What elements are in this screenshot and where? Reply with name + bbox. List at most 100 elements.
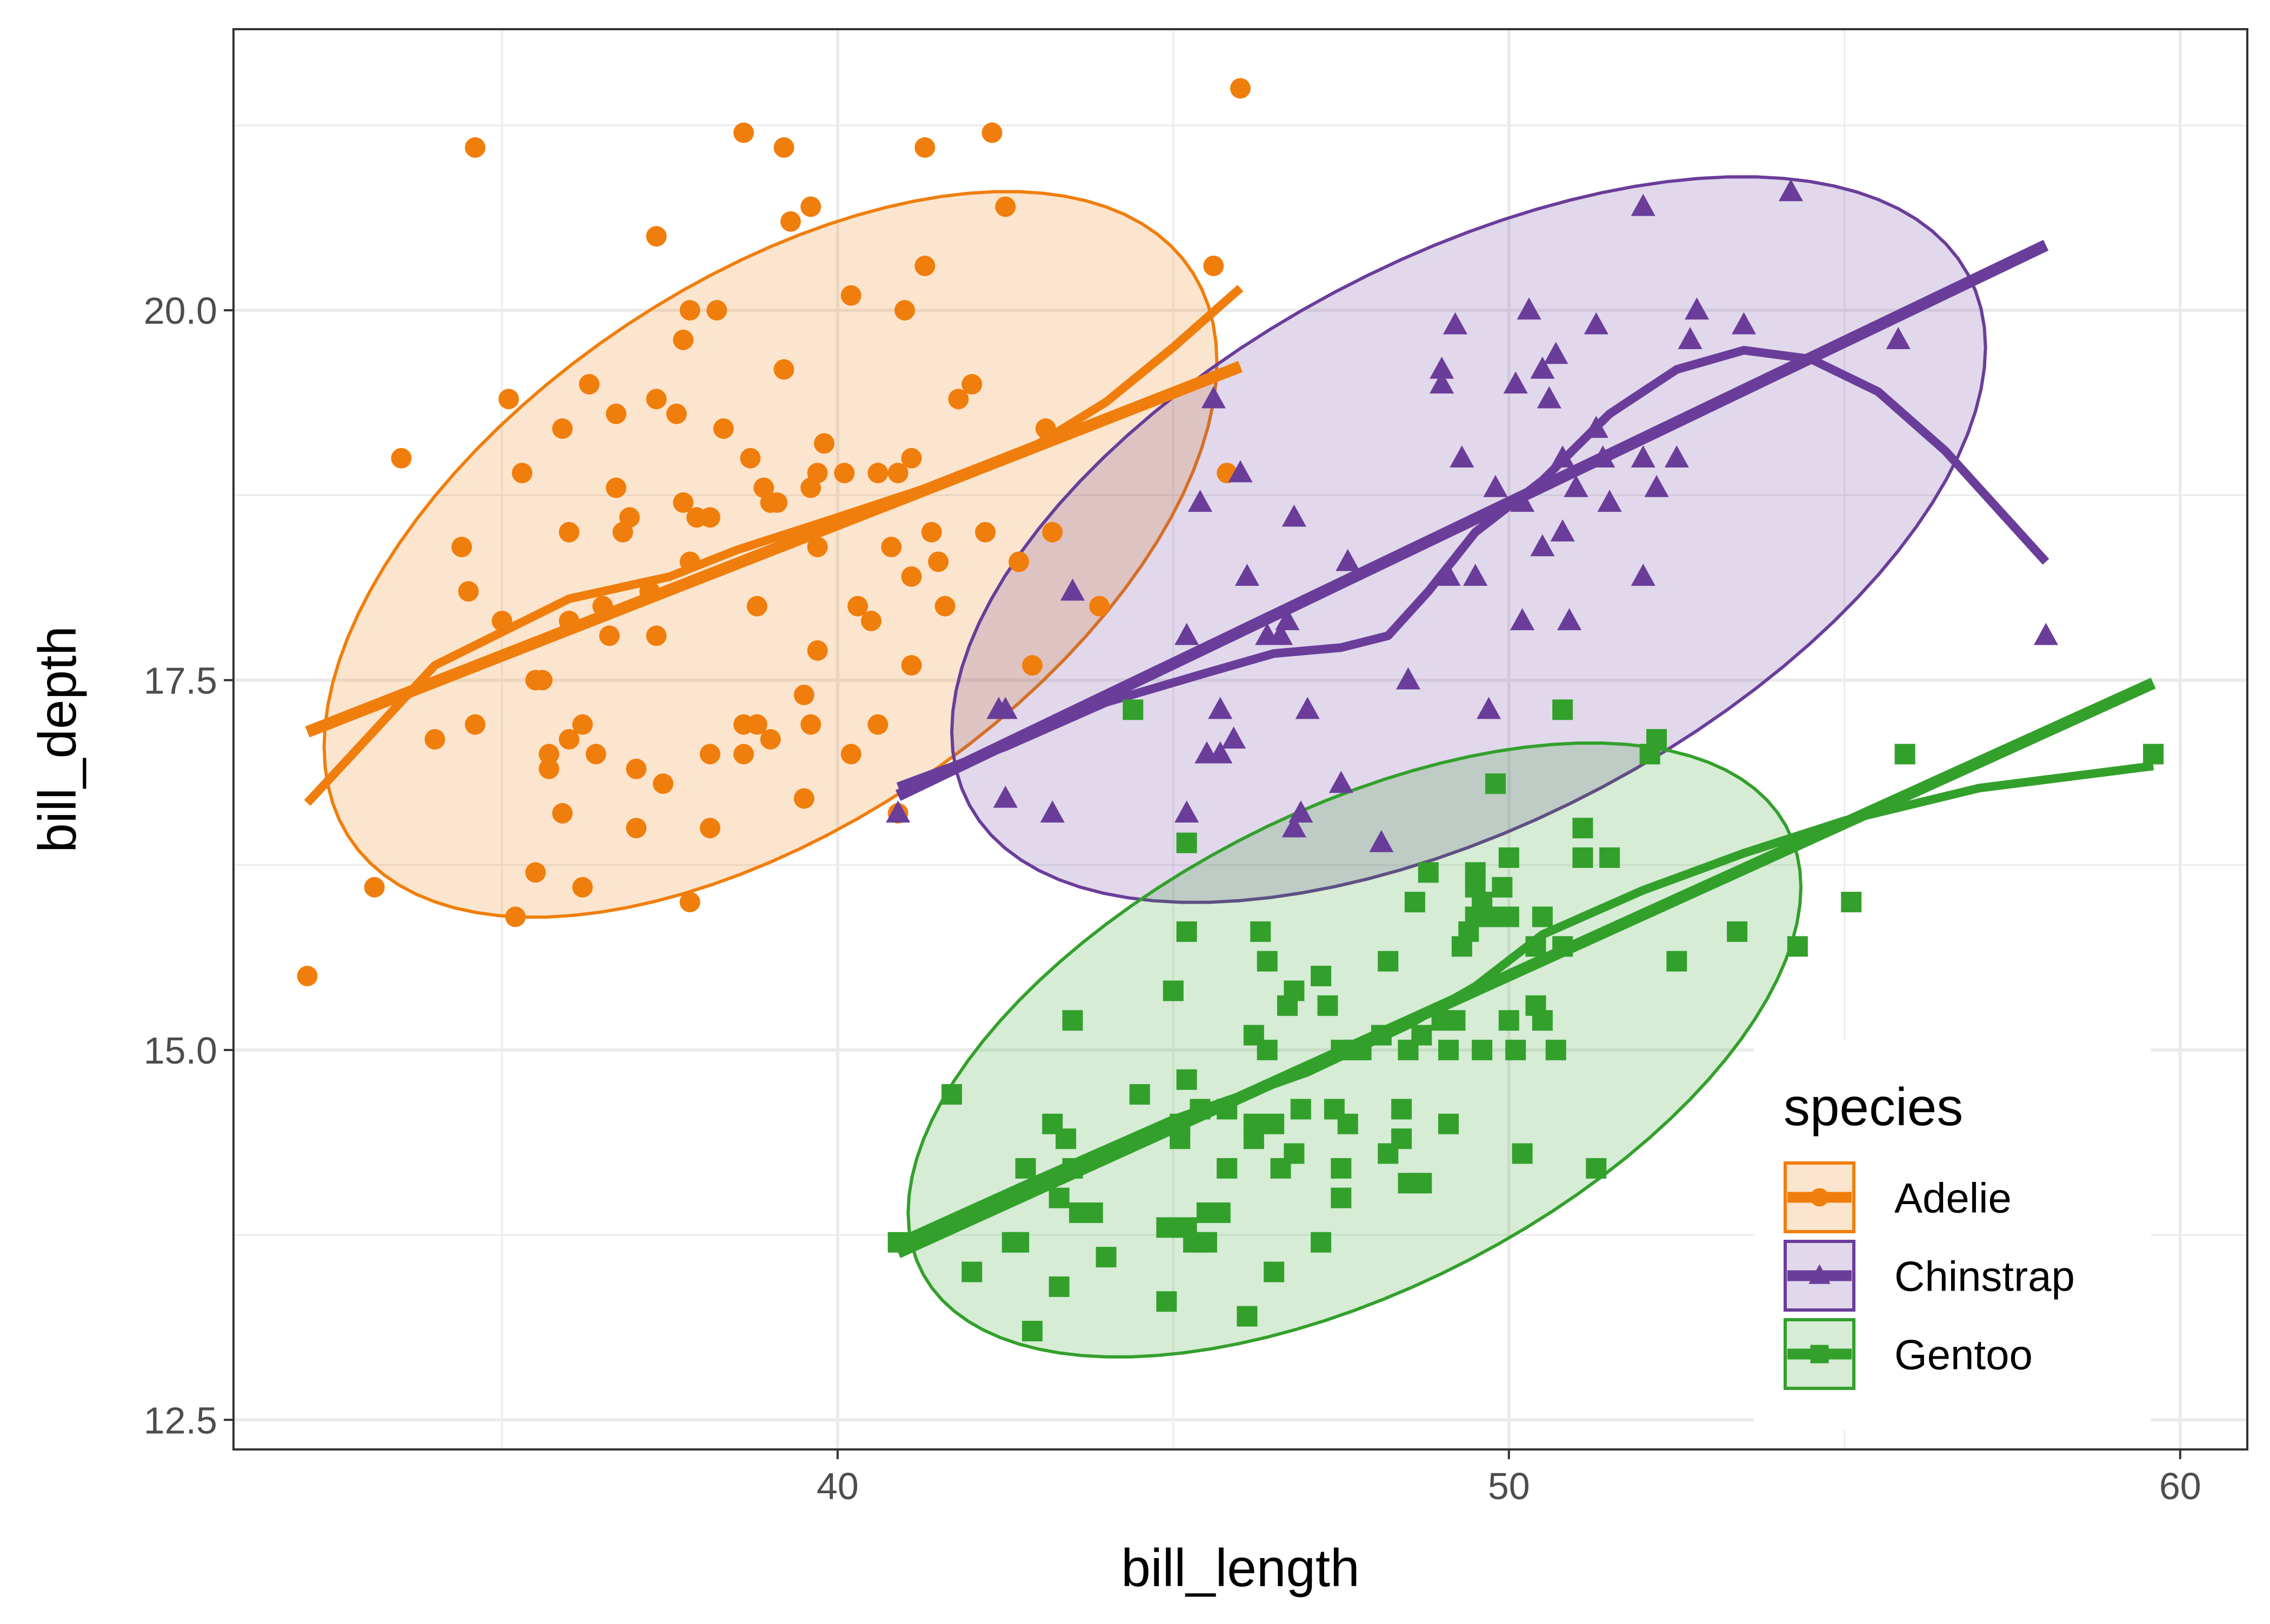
data-point-chinstrap: [1476, 697, 1501, 719]
data-point-chinstrap: [1564, 474, 1588, 497]
data-point-chinstrap: [1369, 830, 1394, 852]
data-point-gentoo: [1210, 1202, 1231, 1223]
y-tick-label: 15.0: [144, 1030, 217, 1072]
data-point-chinstrap: [1517, 297, 1541, 320]
data-point-adelie: [679, 892, 700, 913]
loess-fit-adelie: [304, 285, 1244, 806]
legend-item-gentoo: Gentoo: [1784, 1318, 2033, 1390]
data-point-chinstrap: [1060, 578, 1085, 601]
points-adelie: [297, 78, 1251, 986]
data-point-adelie: [699, 818, 720, 839]
data-point-gentoo: [1163, 980, 1184, 1001]
data-point-gentoo: [1196, 1232, 1217, 1253]
legend-key-symbol: [1810, 1345, 1829, 1364]
data-point-gentoo: [1176, 1069, 1197, 1090]
data-point-gentoo: [1284, 980, 1305, 1001]
data-point-adelie: [505, 906, 526, 927]
data-point-gentoo: [1404, 892, 1425, 913]
data-point-gentoo: [1062, 1158, 1083, 1179]
data-point-adelie: [639, 581, 660, 602]
loess-fit-chinstrap: [896, 346, 2049, 791]
data-point-chinstrap: [1396, 667, 1421, 690]
data-point-gentoo: [962, 1261, 983, 1282]
data-point-adelie: [491, 611, 512, 631]
linear-fit-adelie: [305, 360, 1243, 738]
legend-label: Chinstrap: [1894, 1253, 2075, 1300]
data-point-gentoo: [1465, 862, 1486, 883]
data-point-gentoo: [1498, 847, 1519, 868]
data-point-chinstrap: [1886, 327, 1911, 349]
data-point-gentoo: [1418, 862, 1439, 883]
major-gridlines: [233, 29, 2247, 1449]
data-point-chinstrap: [1328, 771, 1353, 793]
data-point-adelie: [297, 966, 318, 986]
data-point-gentoo: [1217, 1099, 1238, 1120]
data-point-gentoo: [1525, 936, 1546, 957]
data-point-chinstrap: [1510, 490, 1535, 512]
data-point-gentoo: [1257, 951, 1278, 972]
data-point-gentoo: [1391, 1099, 1412, 1120]
data-point-chinstrap: [1430, 356, 1454, 379]
data-point-adelie: [552, 803, 573, 824]
data-points: [297, 78, 2164, 1341]
data-point-adelie: [498, 389, 519, 410]
data-point-adelie: [901, 566, 922, 587]
data-point-chinstrap: [1268, 623, 1293, 645]
data-point-gentoo: [1512, 1143, 1533, 1164]
data-point-gentoo: [1170, 1128, 1191, 1150]
data-point-gentoo: [1552, 936, 1573, 957]
data-point-chinstrap: [1201, 386, 1226, 409]
points-gentoo: [887, 699, 2164, 1341]
data-point-adelie: [733, 122, 754, 143]
data-point-chinstrap: [1281, 815, 1306, 838]
data-point-gentoo: [1049, 1276, 1070, 1297]
data-point-adelie: [975, 522, 996, 543]
x-tick-label: 40: [817, 1465, 859, 1507]
data-point-chinstrap: [1591, 445, 1615, 467]
data-point-adelie: [773, 137, 794, 158]
data-point-chinstrap: [1584, 312, 1608, 335]
data-point-chinstrap: [1510, 608, 1535, 631]
data-point-adelie: [813, 433, 834, 454]
data-point-adelie: [934, 596, 956, 617]
data-point-adelie: [532, 670, 553, 691]
data-point-adelie: [834, 463, 855, 484]
data-point-gentoo: [1331, 1187, 1352, 1208]
data-point-adelie: [673, 329, 694, 350]
data-point-gentoo: [887, 1232, 909, 1253]
legend: species Adelie Chinstrap Gentoo: [1754, 1040, 2151, 1429]
data-point-chinstrap: [1228, 460, 1253, 483]
data-point-adelie: [847, 596, 869, 617]
data-point-gentoo: [1727, 921, 1748, 942]
data-point-gentoo: [1492, 877, 1513, 898]
data-point-chinstrap: [1275, 608, 1300, 631]
legend-label: Adelie: [1894, 1174, 2012, 1222]
data-point-gentoo: [1572, 847, 1593, 868]
data-point-chinstrap: [1557, 608, 1582, 631]
data-point-chinstrap: [2033, 623, 2058, 645]
data-point-adelie: [538, 744, 559, 765]
data-point-adelie: [626, 818, 647, 839]
data-point-chinstrap: [1631, 445, 1655, 467]
data-point-adelie: [572, 714, 593, 735]
data-point-adelie: [592, 596, 613, 617]
x-axis: 40 50 60: [817, 1449, 2201, 1507]
data-point-adelie: [780, 211, 801, 232]
data-point-adelie: [807, 537, 828, 558]
data-point-gentoo: [1472, 1039, 1493, 1060]
data-point-adelie: [626, 758, 647, 779]
data-point-gentoo: [1894, 744, 1915, 765]
data-point-adelie: [552, 418, 573, 439]
data-point-adelie: [928, 551, 949, 572]
data-point-gentoo: [1841, 892, 1862, 913]
data-point-gentoo: [1284, 1143, 1305, 1164]
data-point-chinstrap: [1678, 327, 1702, 349]
data-point-adelie: [767, 492, 788, 513]
data-point-gentoo: [1156, 1291, 1177, 1312]
data-point-adelie: [1021, 655, 1043, 676]
data-point-chinstrap: [1208, 697, 1233, 719]
data-point-gentoo: [1351, 1039, 1372, 1060]
data-point-gentoo: [1237, 1306, 1258, 1327]
